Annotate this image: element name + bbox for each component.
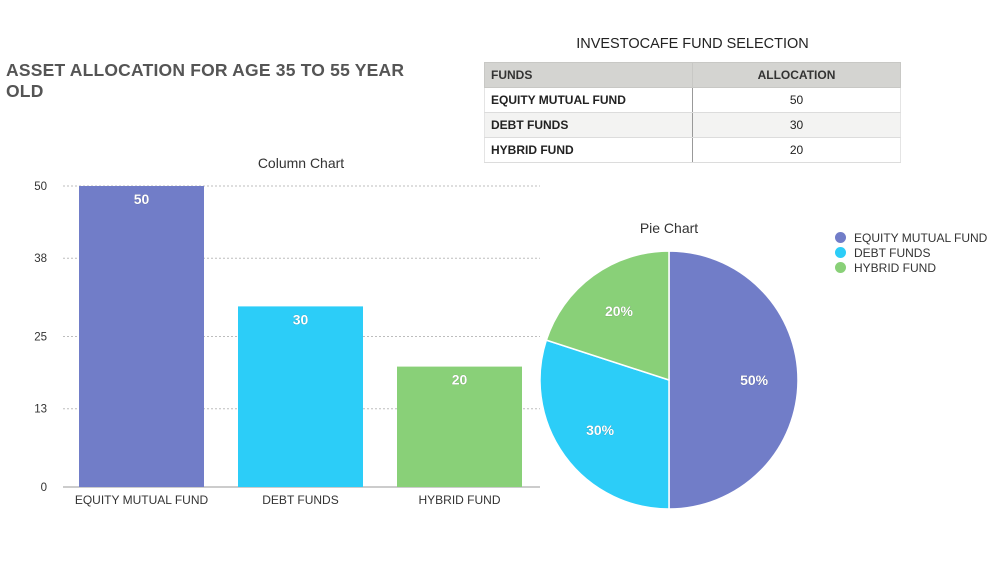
y-tick-label: 0 (41, 482, 47, 494)
fund-name-cell: EQUITY MUTUAL FUND (484, 87, 693, 113)
allocation-cell: 30 (692, 112, 901, 138)
x-tick-label: DEBT FUNDS (262, 493, 338, 507)
pie-legend: EQUITY MUTUAL FUND DEBT FUNDS HYBRID FUN… (835, 230, 987, 275)
pie-chart-labels: 50% 30% 20% (586, 303, 769, 439)
legend-label: HYBRID FUND (854, 260, 937, 275)
table-title: INVESTOCAFE FUND SELECTION (576, 36, 809, 52)
pie-data-label: 30% (586, 422, 615, 438)
pie-chart-title: Pie Chart (640, 220, 698, 236)
column-chart-title: Column Chart (258, 155, 344, 171)
fund-name-cell: HYBRID FUND (484, 137, 693, 163)
table-row: HYBRID FUND 20 (484, 137, 901, 163)
page-title: ASSET ALLOCATION FOR AGE 35 TO 55 YEAR O… (6, 60, 405, 101)
bar-chart-x-axis: EQUITY MUTUAL FUND DEBT FUNDS HYBRID FUND (75, 493, 501, 507)
y-tick-label: 13 (34, 404, 47, 416)
y-tick-label: 38 (34, 253, 47, 265)
header-allocation: ALLOCATION (692, 62, 901, 88)
legend-label: EQUITY MUTUAL FUND (854, 230, 988, 245)
allocation-cell: 50 (692, 87, 901, 113)
pie-data-label: 20% (605, 303, 634, 319)
legend-item: DEBT FUNDS (835, 245, 987, 260)
y-tick-label: 50 (34, 181, 47, 193)
x-tick-label: HYBRID FUND (418, 493, 500, 507)
legend-swatch-hybrid (835, 262, 846, 273)
pie-data-label: 50% (740, 372, 769, 388)
bar-data-label: 20 (452, 372, 468, 388)
pie-slice (668, 250, 799, 510)
pie-slice (545, 250, 670, 382)
bar-data-label: 30 (293, 311, 309, 327)
table-header-row: FUNDS ALLOCATION (484, 62, 901, 88)
y-tick-label: 25 (34, 332, 47, 344)
header-funds: FUNDS (484, 62, 693, 88)
fund-table: FUNDS ALLOCATION EQUITY MUTUAL FUND 50 D… (484, 62, 901, 163)
bar-chart-y-axis: 0 13 25 38 50 (34, 181, 47, 494)
x-tick-label: EQUITY MUTUAL FUND (75, 493, 209, 507)
legend-item: HYBRID FUND (835, 260, 987, 275)
bar (397, 366, 522, 487)
bar-chart-bars: 50 30 20 (79, 186, 522, 487)
table-row: DEBT FUNDS 30 (484, 112, 901, 138)
legend-swatch-equity (835, 232, 846, 243)
bar (238, 306, 363, 487)
table-row: EQUITY MUTUAL FUND 50 (484, 87, 901, 113)
legend-swatch-debt (835, 247, 846, 258)
allocation-cell: 20 (692, 137, 901, 163)
pie-chart-slices (539, 250, 799, 510)
pie-slice (539, 339, 670, 510)
bar-data-label: 50 (134, 191, 150, 207)
legend-label: DEBT FUNDS (854, 245, 931, 260)
fund-name-cell: DEBT FUNDS (484, 112, 693, 138)
legend-item: EQUITY MUTUAL FUND (835, 230, 987, 245)
bar (79, 186, 204, 487)
